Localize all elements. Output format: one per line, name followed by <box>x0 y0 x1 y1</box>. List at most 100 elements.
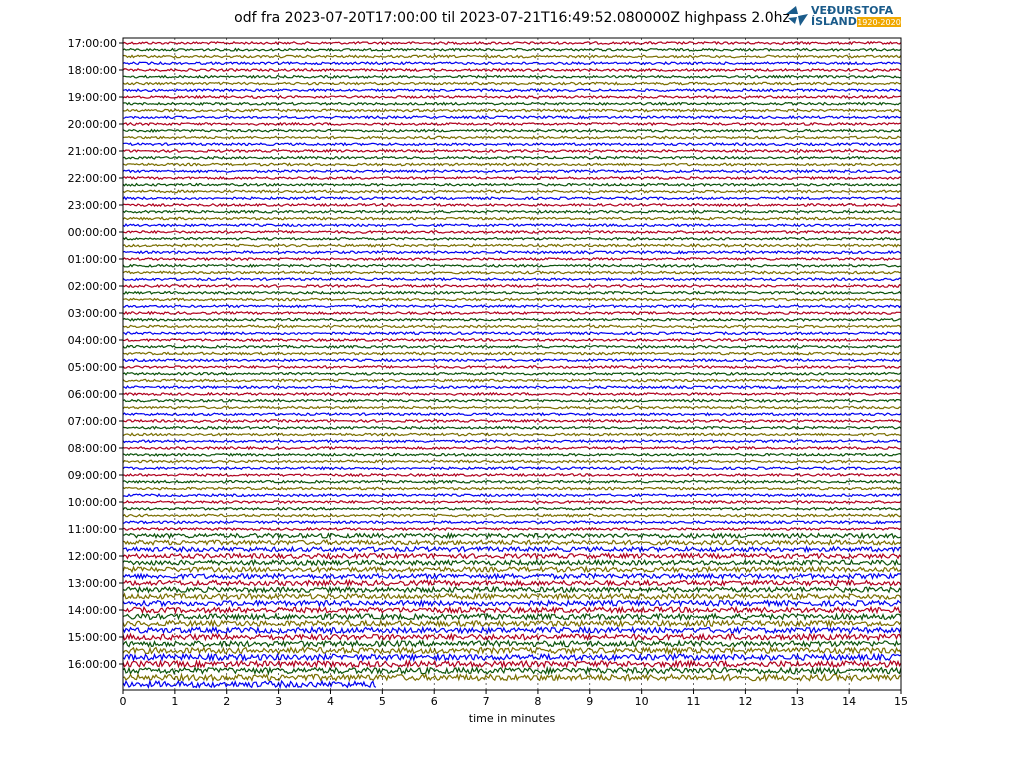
logo-badge-text: 1920-2020 <box>857 18 901 27</box>
y-tick-label: 00:00:00 <box>68 226 117 239</box>
trace <box>122 398 902 403</box>
trace <box>122 378 902 383</box>
x-tick-label: 15 <box>894 695 908 708</box>
trace <box>122 652 902 663</box>
trace <box>122 672 902 683</box>
trace <box>122 54 902 59</box>
logo: VEÐURSTOFA ÍSLANDS 1920-2020 <box>786 4 901 28</box>
x-tick-label: 2 <box>223 695 230 708</box>
trace <box>122 445 902 451</box>
trace <box>122 297 902 302</box>
trace <box>122 236 902 241</box>
trace <box>122 391 902 397</box>
y-tick-label: 11:00:00 <box>68 523 117 536</box>
x-tick-label: 4 <box>327 695 334 708</box>
traces <box>122 40 902 690</box>
y-tick-label: 02:00:00 <box>68 280 117 293</box>
trace <box>122 412 902 417</box>
trace <box>122 324 902 329</box>
x-tick-label: 11 <box>687 695 701 708</box>
y-tick-label: 07:00:00 <box>68 415 117 428</box>
trace <box>122 625 902 635</box>
trace <box>122 263 902 268</box>
trace <box>122 40 902 46</box>
y-tick-label: 15:00:00 <box>68 631 117 644</box>
trace <box>122 439 902 444</box>
y-tick-label: 10:00:00 <box>68 496 117 509</box>
y-tick-label: 18:00:00 <box>68 64 117 77</box>
x-tick-label: 6 <box>431 695 438 708</box>
trace <box>122 223 902 228</box>
trace <box>122 135 902 140</box>
x-tick-label: 9 <box>586 695 593 708</box>
trace <box>122 283 902 289</box>
trace <box>122 67 902 73</box>
y-tick-label: 16:00:00 <box>68 658 117 671</box>
trace <box>122 598 902 608</box>
trace <box>122 658 902 669</box>
trace <box>122 632 902 642</box>
trace <box>122 189 902 194</box>
y-tick-label: 05:00:00 <box>68 361 117 374</box>
trace <box>122 243 902 248</box>
y-tick-label: 19:00:00 <box>68 91 117 104</box>
trace <box>122 88 902 93</box>
trace <box>122 169 902 174</box>
chart-title: odf fra 2023-07-20T17:00:00 til 2023-07-… <box>234 10 790 26</box>
logo-text: VEÐURSTOFA <box>811 4 894 17</box>
trace <box>122 142 902 147</box>
trace <box>122 618 902 629</box>
trace <box>122 578 902 588</box>
y-tick-label: 03:00:00 <box>68 307 117 320</box>
trace <box>122 639 902 649</box>
trace <box>122 486 902 491</box>
trace <box>122 256 902 262</box>
trace <box>122 351 902 356</box>
y-tick-label: 20:00:00 <box>68 118 117 131</box>
x-tick-label: 12 <box>738 695 752 708</box>
trace <box>122 513 902 518</box>
trace <box>122 175 902 181</box>
y-tick-label: 01:00:00 <box>68 253 117 266</box>
x-tick-label: 7 <box>483 695 490 708</box>
trace <box>122 358 902 363</box>
y-tick-label: 06:00:00 <box>68 388 117 401</box>
trace <box>122 202 902 208</box>
trace <box>122 585 902 594</box>
trace <box>122 331 902 336</box>
trace <box>122 148 902 154</box>
trace <box>122 520 901 525</box>
trace <box>122 290 902 295</box>
trace <box>122 572 902 581</box>
logo-badge <box>857 17 901 27</box>
trace <box>122 101 902 106</box>
trace <box>122 115 902 120</box>
plot-frame <box>122 37 902 691</box>
y-tick-label: 09:00:00 <box>68 469 117 482</box>
trace <box>122 364 902 370</box>
x-tick-label: 13 <box>790 695 804 708</box>
trace <box>122 304 902 309</box>
trace <box>122 493 902 498</box>
y-tick-label: 04:00:00 <box>68 334 117 347</box>
trace <box>122 538 902 547</box>
x-tick-label: 0 <box>120 695 127 708</box>
y-tick-label: 08:00:00 <box>68 442 117 455</box>
trace <box>122 317 902 322</box>
trace <box>122 277 902 282</box>
y-tick-label: 22:00:00 <box>68 172 117 185</box>
x-tick-label: 1 <box>171 695 178 708</box>
y-tick-label: 14:00:00 <box>68 604 117 617</box>
trace <box>122 466 902 471</box>
trace <box>122 337 902 343</box>
y-tick-label: 12:00:00 <box>68 550 117 563</box>
trace <box>122 472 902 478</box>
trace <box>122 645 902 656</box>
x-tick-label: 10 <box>635 695 649 708</box>
trace <box>122 216 902 221</box>
trace <box>122 310 902 316</box>
y-tick-label: 13:00:00 <box>68 577 117 590</box>
trace <box>122 344 902 349</box>
